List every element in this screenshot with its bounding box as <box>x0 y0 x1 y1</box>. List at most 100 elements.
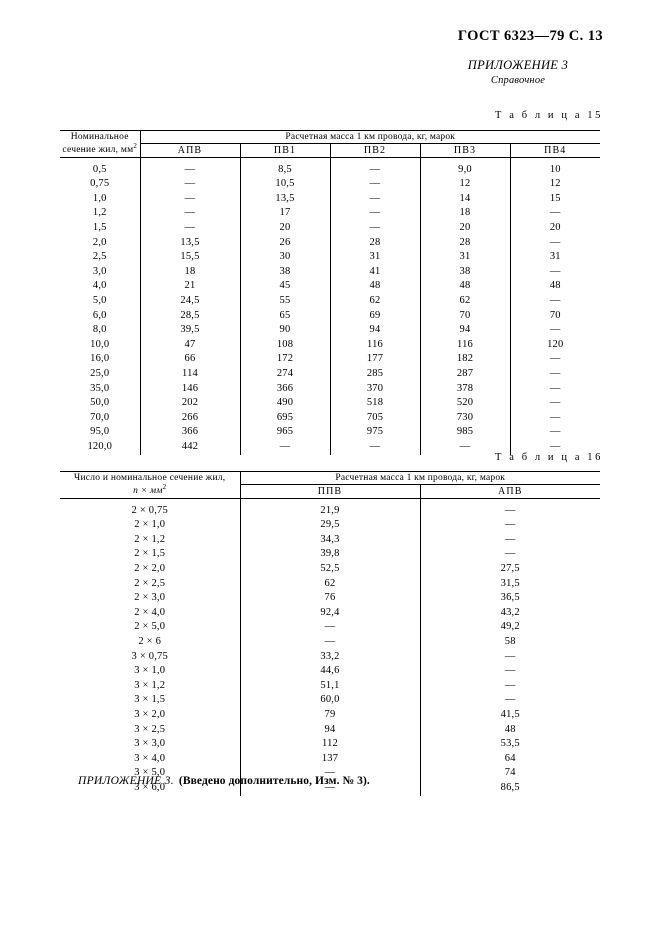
cell-section: 50,0 <box>90 397 110 409</box>
cell-section: 3 × 3,0 <box>134 738 166 750</box>
cell-pv2: 177 <box>329 352 420 367</box>
table-row: 2,5 15,5 30 31 31 31 <box>60 250 601 265</box>
table-row: 2 × 3,0 76 36,5 <box>60 591 601 606</box>
cell-apv: 36,5 <box>419 591 601 606</box>
cell-pv3: 378 <box>419 381 510 397</box>
cell-pv4: — <box>509 323 601 338</box>
cell-section: 3 × 0,75 <box>131 650 168 662</box>
cell-pv4: — <box>509 381 601 397</box>
cell-apv: 58 <box>419 634 601 650</box>
cell-pv4: 10 <box>509 157 601 178</box>
cell-apv: — <box>139 177 240 192</box>
cell-pv2: 94 <box>329 323 420 338</box>
table-16-caption: Т а б л и ц а 16 <box>494 452 603 463</box>
table-16-stub-header: Число и номинальное сечение жил, п × мм2 <box>60 471 240 499</box>
table-row: 3 × 0,75 33,2— <box>60 649 601 665</box>
table-row: 3 × 3,0 112 53,5 <box>60 737 601 752</box>
cell-apv: 64 <box>419 751 601 767</box>
table-row: 3 × 6,0 —86,5 <box>60 780 601 796</box>
cell-pv3: — <box>419 439 510 455</box>
cell-section: 3 × 1,2 <box>134 679 166 691</box>
cell-apv: — <box>419 532 601 548</box>
cell-ppv: 79 <box>239 707 420 723</box>
table-row: 2 × 6 —58 <box>60 634 601 650</box>
cell-pv1: 274 <box>239 366 330 382</box>
cell-section: 1,5 <box>92 222 107 233</box>
cell-section: 3,0 <box>92 265 107 277</box>
table-15-col-header-pv4: ПВ4 <box>509 143 601 158</box>
cell-pv2: 116 <box>329 337 420 353</box>
cell-pv3: 520 <box>419 396 510 411</box>
cell-pv4: — <box>509 410 601 426</box>
cell-section: 3 × 2,0 <box>134 708 166 720</box>
cell-section: 1,0 <box>92 192 107 204</box>
cell-pv4: — <box>509 366 601 382</box>
cell-pv4: 120 <box>509 337 601 353</box>
cell-apv: 15,5 <box>139 250 240 265</box>
cell-ppv: 60,0 <box>239 693 420 708</box>
table-row: 6,0 28,5 65 69 70 70 <box>60 308 601 324</box>
table-row: 2 × 5,0 —49,2 <box>60 620 601 635</box>
cell-apv: 31,5 <box>419 576 601 592</box>
cell-pv4: — <box>509 235 601 251</box>
cell-section: 2 × 3,0 <box>134 592 166 604</box>
cell-section: 16,0 <box>90 353 110 365</box>
cell-pv3: 182 <box>419 352 510 367</box>
cell-apv: — <box>139 221 240 236</box>
cell-section: 0,75 <box>90 178 110 190</box>
table-16-header-row-2: ППВ АПВ <box>60 484 601 499</box>
cell-pv1: 695 <box>239 410 330 426</box>
table-row: 3,0 18 38 41 38— <box>60 264 601 280</box>
cell-apv: 66 <box>139 352 240 367</box>
cell-ppv: 21,9 <box>239 498 420 519</box>
table-row: 2 × 1,0 29,5— <box>60 518 601 533</box>
cell-pv2: — <box>329 221 420 236</box>
cell-section: 3 × 1,5 <box>134 694 166 706</box>
table-row: 4,0 21 45 48 48 48 <box>60 279 601 294</box>
table-row: 3 × 2,5 94 48 <box>60 722 601 738</box>
cell-pv1: 90 <box>239 323 330 338</box>
cell-section: 2 × 5,0 <box>134 621 166 633</box>
cell-apv: 49,2 <box>419 620 601 635</box>
cell-pv1: 13,5 <box>239 191 330 207</box>
cell-pv2: 285 <box>329 366 420 382</box>
table-row: 2 × 4,0 92,4 43,2 <box>60 605 601 621</box>
cell-ppv: — <box>239 620 420 635</box>
cell-pv1: 490 <box>239 396 330 411</box>
cell-ppv: 62 <box>239 576 420 592</box>
cell-apv: 114 <box>139 366 240 382</box>
cell-apv: — <box>139 206 240 221</box>
cell-pv4: 48 <box>509 279 601 294</box>
cell-section: 8,0 <box>92 324 107 336</box>
footer-note-bold: (Введено дополнительно, Изм. № 3). <box>178 775 370 787</box>
cell-apv: 47 <box>139 337 240 353</box>
cell-apv: 41,5 <box>419 707 601 723</box>
page-header: ГОСТ 6323—79 С. 13 <box>457 28 603 44</box>
table-16: Число и номинальное сечение жил, п × мм2… <box>60 471 601 796</box>
table-row: 3 × 1,0 44,6— <box>60 664 601 679</box>
table-15-stub-header: Номинальное сечение жил, мм2 <box>60 130 140 158</box>
table-row: 1,5—20—20 20 <box>60 221 601 236</box>
cell-apv: 146 <box>139 381 240 397</box>
cell-ppv: 92,4 <box>239 605 420 621</box>
cell-apv: — <box>139 191 240 207</box>
cell-pv4: 12 <box>509 177 601 192</box>
cell-pv3: 48 <box>419 279 510 294</box>
cell-apv: — <box>419 518 601 533</box>
cell-ppv: 94 <box>239 722 420 738</box>
cell-pv1: 26 <box>239 235 330 251</box>
table-row: 50,0 202 490 518 520— <box>60 396 601 411</box>
cell-apv: 43,2 <box>419 605 601 621</box>
stub-header-line-2: сечение жил, мм <box>62 144 134 155</box>
table-row: 2,0 13,5 26 28 28— <box>60 235 601 251</box>
cell-pv2: 518 <box>329 396 420 411</box>
cell-section: 2,5 <box>92 251 107 263</box>
cell-section: 1,2 <box>92 207 107 219</box>
cell-section: 2 × 1,0 <box>134 519 166 531</box>
cell-pv2: 48 <box>329 279 420 294</box>
cell-ppv: 137 <box>239 751 420 767</box>
cell-pv2: 28 <box>329 235 420 251</box>
table-row: 8,0 39,5 90 94 94— <box>60 323 601 338</box>
cell-pv2: 370 <box>329 381 420 397</box>
